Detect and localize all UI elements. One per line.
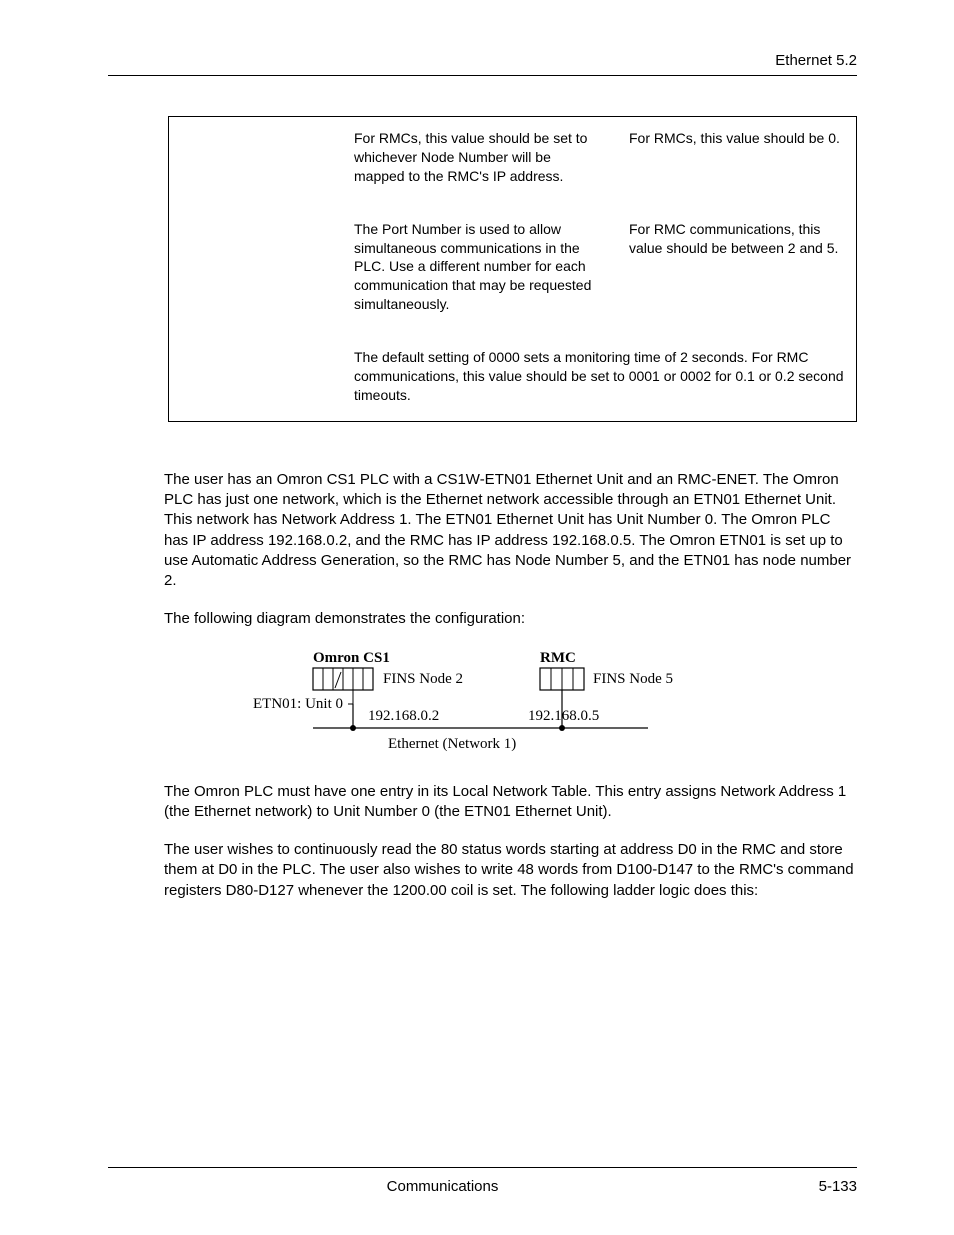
page-header: Ethernet 5.2: [108, 52, 857, 76]
cell-left: [169, 208, 354, 326]
cell-mid: The Port Number is used to allow simulta…: [354, 208, 609, 326]
diagram-label-fins2: FINS Node 2: [383, 671, 463, 687]
omron-node-icon: [313, 668, 373, 690]
header-section: Ethernet 5.2: [775, 52, 857, 69]
diagram-label-rmc: RMC: [540, 650, 576, 666]
paragraph: The user wishes to continuously read the…: [164, 840, 857, 901]
cell-right: For RMCs, this value should be 0.: [609, 117, 856, 198]
diagram-label-ip-rmc: 192.168.0.5: [528, 708, 599, 724]
footer-page-number: 5-133: [777, 1178, 857, 1195]
page-footer: Communications 5-133: [108, 1167, 857, 1195]
page-content: For RMCs, this value should be set to wh…: [108, 80, 857, 1167]
table-row: For RMCs, this value should be set to wh…: [169, 117, 856, 198]
footer-center: Communications: [108, 1178, 777, 1195]
paragraph: The user has an Omron CS1 PLC with a CS1…: [164, 470, 857, 592]
cell-span: The default setting of 0000 sets a monit…: [354, 336, 856, 421]
network-diagram: Omron CS1 RMC FINS Node 2: [253, 648, 713, 758]
diagram-label-ip-omron: 192.168.0.2: [368, 708, 439, 724]
cell-mid: For RMCs, this value should be set to wh…: [354, 117, 609, 198]
rmc-node-icon: [540, 668, 584, 690]
cell-left: [169, 117, 354, 198]
page: Ethernet 5.2 For RMCs, this value should…: [0, 0, 954, 1235]
info-table: For RMCs, this value should be set to wh…: [168, 116, 857, 422]
diagram-label-omron: Omron CS1: [313, 650, 390, 666]
table-row: The default setting of 0000 sets a monit…: [169, 326, 856, 421]
paragraph: The Omron PLC must have one entry in its…: [164, 782, 857, 823]
diagram-label-ethernet: Ethernet (Network 1): [388, 736, 516, 752]
table-row: The Port Number is used to allow simulta…: [169, 198, 856, 326]
paragraph: The following diagram demonstrates the c…: [164, 609, 857, 629]
diagram-label-etn01: ETN01: Unit 0: [253, 696, 343, 712]
cell-right: For RMC communications, this value shoul…: [609, 208, 856, 326]
diagram-label-fins5: FINS Node 5: [593, 671, 673, 687]
cell-left: [169, 336, 354, 421]
